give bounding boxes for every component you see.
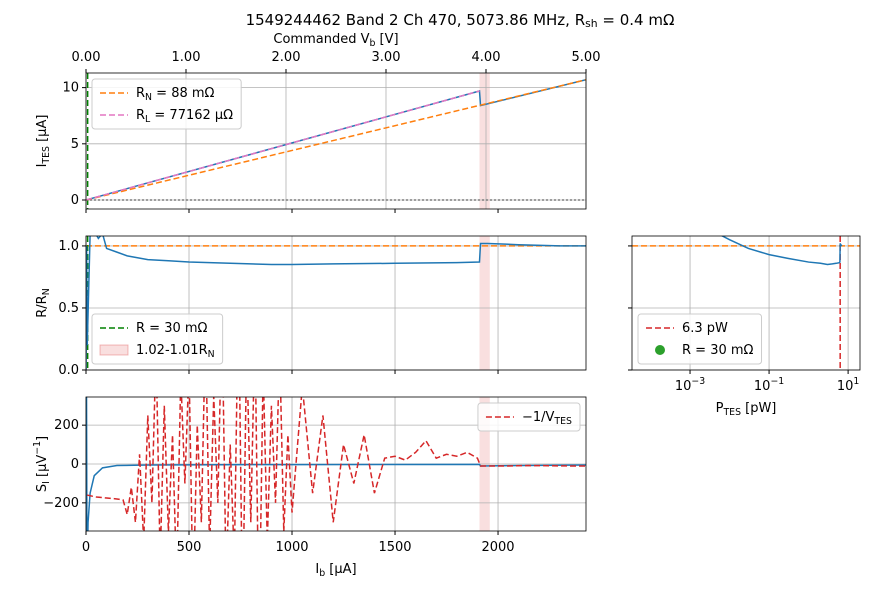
legend-swatch [655, 345, 665, 355]
data-line [86, 79, 586, 201]
y-tick-label: 0 [71, 193, 79, 208]
x-tick-label: 101 [837, 376, 860, 394]
legend-swatch [99, 344, 129, 356]
y-tick-label: 0 [71, 457, 79, 472]
legend-frame [91, 313, 224, 365]
shaded-band [479, 73, 490, 209]
legend-label: 6.3 pW [682, 321, 728, 336]
x-tick-label: 2000 [481, 540, 514, 555]
y-tick-label: 10 [62, 80, 79, 95]
x-tick-label: 500 [177, 540, 202, 555]
y-axis-label: SI [μV−1] [32, 436, 52, 492]
y-axis-label: R/RN [35, 288, 52, 317]
legend-label: −1/VTES [522, 410, 572, 427]
legend-frame [477, 402, 581, 432]
axes-frame [631, 235, 861, 371]
legend: 6.3 pW R = 30 mΩ [637, 313, 763, 365]
y-tick-label: 200 [54, 418, 79, 433]
legend-label: R = 30 mΩ [136, 321, 208, 336]
data-line [86, 236, 586, 370]
legend: −1/VTES [477, 402, 581, 432]
legend-frame [637, 313, 763, 365]
x2-tick-label: 4.00 [472, 50, 501, 65]
legend-label: RN = 88 mΩ [136, 86, 215, 103]
x-tick-label: 10−1 [754, 376, 784, 394]
axes-frame [85, 235, 587, 371]
x-axis-label: Ib [μA] [315, 562, 356, 579]
y-tick-label: 5 [71, 136, 79, 151]
x-axis-label: PTES [pW] [716, 401, 777, 418]
y-axis-label: ITES [μA] [35, 115, 52, 168]
legend: RN = 88 mΩ RL = 77162 μΩ [91, 78, 242, 130]
figure-title: 1549244462 Band 2 Ch 470, 5073.86 MHz, R… [246, 11, 675, 31]
x2-tick-label: 3.00 [372, 50, 401, 65]
x2-tick-label: 1.00 [172, 50, 201, 65]
x2-tick-label: 0.00 [72, 50, 101, 65]
x2-axis-label: Commanded Vb [V] [273, 32, 398, 49]
x-tick-label: 10−3 [675, 376, 705, 394]
data-line [86, 90, 480, 201]
axes-frame [85, 72, 587, 210]
legend-frame [91, 78, 242, 130]
x2-tick-label: 2.00 [272, 50, 301, 65]
x-tick-label: 1500 [378, 540, 411, 555]
legend-label: R = 30 mΩ [682, 343, 754, 358]
x-tick-label: 0 [82, 540, 90, 555]
legend-label: 1.02-1.01RN [136, 343, 215, 360]
x-tick-label: 1000 [275, 540, 308, 555]
data-line [86, 397, 586, 531]
shaded-band [479, 236, 490, 370]
data-line [86, 397, 586, 531]
y-tick-label: −200 [43, 495, 79, 510]
legend: R = 30 mΩ 1.02-1.01RN [91, 313, 224, 365]
y-tick-label: 0.5 [58, 300, 79, 315]
legend-label: RL = 77162 μΩ [136, 108, 233, 125]
y-tick-label: 0.0 [58, 363, 79, 378]
data-line [720, 236, 843, 266]
x2-tick-label: 5.00 [572, 50, 601, 65]
y-tick-label: 1.0 [58, 238, 79, 253]
